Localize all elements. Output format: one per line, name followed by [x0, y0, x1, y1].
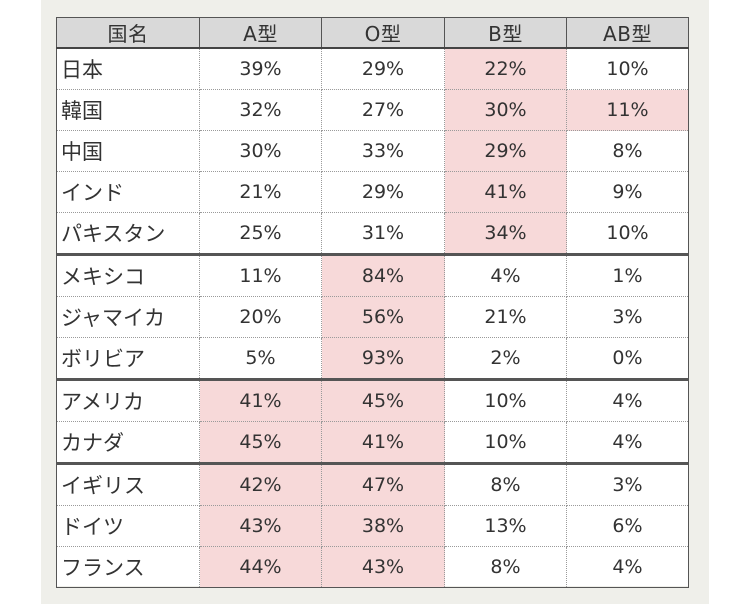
table-row: パキスタン 25% 31% 34% 10% — [56, 212, 689, 256]
country-cell: 中国 — [56, 130, 200, 172]
type-b-cell: 22% — [444, 48, 567, 90]
type-b-cell: 2% — [444, 337, 567, 381]
header-row: 国名 A型 O型 B型 AB型 — [56, 17, 689, 49]
type-a-cell: 30% — [199, 130, 322, 172]
type-o-cell: 38% — [321, 505, 445, 547]
type-a-cell: 11% — [199, 254, 322, 297]
table-row: イギリス 42% 47% 8% 3% — [56, 463, 689, 506]
type-a-cell: 5% — [199, 337, 322, 381]
type-o-cell: 47% — [321, 463, 445, 506]
type-o-cell: 43% — [321, 546, 445, 588]
blood-type-table: 国名 A型 O型 B型 AB型 日本 39% 29% 22% 10% 韓国 32% 27% 30… — [56, 17, 689, 588]
type-ab-cell: 8% — [566, 130, 689, 172]
type-ab-cell: 10% — [566, 48, 689, 90]
type-ab-cell: 10% — [566, 212, 689, 256]
header-country: 国名 — [56, 17, 200, 49]
type-b-cell: 21% — [444, 296, 567, 338]
country-cell: インド — [56, 171, 200, 213]
type-ab-cell: 4% — [566, 546, 689, 588]
type-ab-cell: 11% — [566, 89, 689, 131]
table-row: フランス 44% 43% 8% 4% — [56, 546, 689, 588]
country-cell: ボリビア — [56, 337, 200, 381]
type-ab-cell: 3% — [566, 463, 689, 506]
blood-type-table-container: 国名 A型 O型 B型 AB型 日本 39% 29% 22% 10% 韓国 32% 27% 30… — [56, 17, 689, 588]
type-o-cell: 27% — [321, 89, 445, 131]
type-o-cell: 31% — [321, 212, 445, 256]
table-row: ジャマイカ 20% 56% 21% 3% — [56, 296, 689, 338]
type-o-cell: 45% — [321, 379, 445, 422]
type-b-cell: 10% — [444, 379, 567, 422]
table-row: カナダ 45% 41% 10% 4% — [56, 421, 689, 465]
type-b-cell: 8% — [444, 463, 567, 506]
header-type-o: O型 — [321, 17, 445, 49]
type-b-cell: 41% — [444, 171, 567, 213]
type-a-cell: 21% — [199, 171, 322, 213]
type-ab-cell: 3% — [566, 296, 689, 338]
type-o-cell: 29% — [321, 48, 445, 90]
type-a-cell: 25% — [199, 212, 322, 256]
type-ab-cell: 4% — [566, 379, 689, 422]
type-o-cell: 56% — [321, 296, 445, 338]
type-b-cell: 10% — [444, 421, 567, 465]
type-b-cell: 34% — [444, 212, 567, 256]
table-row: メキシコ 11% 84% 4% 1% — [56, 254, 689, 297]
type-a-cell: 20% — [199, 296, 322, 338]
header-type-ab: AB型 — [566, 17, 689, 49]
type-a-cell: 39% — [199, 48, 322, 90]
table-row: インド 21% 29% 41% 9% — [56, 171, 689, 213]
country-cell: メキシコ — [56, 254, 200, 297]
type-a-cell: 45% — [199, 421, 322, 465]
country-cell: 韓国 — [56, 89, 200, 131]
country-cell: アメリカ — [56, 379, 200, 422]
header-type-b: B型 — [444, 17, 567, 49]
type-b-cell: 13% — [444, 505, 567, 547]
type-ab-cell: 4% — [566, 421, 689, 465]
country-cell: カナダ — [56, 421, 200, 465]
table-row: ドイツ 43% 38% 13% 6% — [56, 505, 689, 547]
type-ab-cell: 0% — [566, 337, 689, 381]
country-cell: イギリス — [56, 463, 200, 506]
type-ab-cell: 6% — [566, 505, 689, 547]
type-b-cell: 4% — [444, 254, 567, 297]
type-ab-cell: 9% — [566, 171, 689, 213]
type-o-cell: 41% — [321, 421, 445, 465]
country-cell: ドイツ — [56, 505, 200, 547]
type-b-cell: 8% — [444, 546, 567, 588]
type-o-cell: 93% — [321, 337, 445, 381]
type-ab-cell: 1% — [566, 254, 689, 297]
type-a-cell: 42% — [199, 463, 322, 506]
type-o-cell: 33% — [321, 130, 445, 172]
type-b-cell: 29% — [444, 130, 567, 172]
type-o-cell: 84% — [321, 254, 445, 297]
table-row: 韓国 32% 27% 30% 11% — [56, 89, 689, 131]
type-o-cell: 29% — [321, 171, 445, 213]
type-a-cell: 32% — [199, 89, 322, 131]
table-row: ボリビア 5% 93% 2% 0% — [56, 337, 689, 381]
type-a-cell: 43% — [199, 505, 322, 547]
type-a-cell: 44% — [199, 546, 322, 588]
table-row: アメリカ 41% 45% 10% 4% — [56, 379, 689, 422]
country-cell: 日本 — [56, 48, 200, 90]
country-cell: フランス — [56, 546, 200, 588]
type-a-cell: 41% — [199, 379, 322, 422]
type-b-cell: 30% — [444, 89, 567, 131]
table-row: 中国 30% 33% 29% 8% — [56, 130, 689, 172]
country-cell: ジャマイカ — [56, 296, 200, 338]
country-cell: パキスタン — [56, 212, 200, 256]
header-type-a: A型 — [199, 17, 322, 49]
table-row: 日本 39% 29% 22% 10% — [56, 48, 689, 90]
